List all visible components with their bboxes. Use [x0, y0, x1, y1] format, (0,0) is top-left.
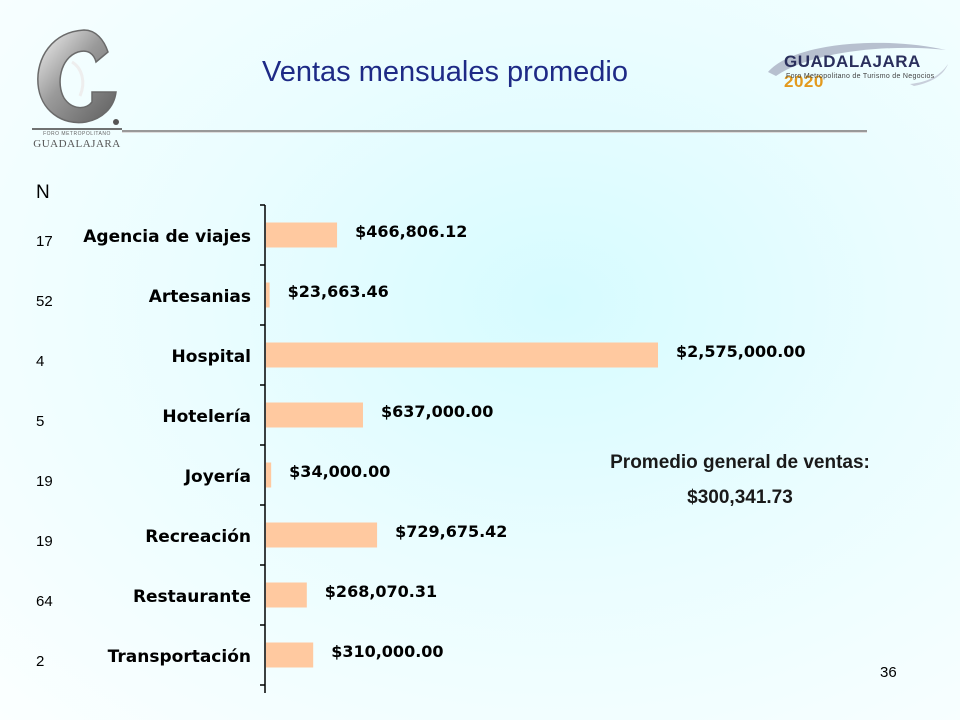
n-value: 2: [36, 653, 45, 670]
bar: [266, 582, 307, 608]
n-value: 5: [36, 413, 45, 430]
value-label: $310,000.00: [331, 642, 443, 661]
category-label: Recreación: [145, 527, 251, 547]
category-label: Hotelería: [162, 407, 251, 427]
category-label: Hospital: [172, 347, 251, 367]
category-label: Transportación: [108, 647, 251, 667]
average-value: $300,341.73: [687, 487, 793, 508]
bar: [266, 342, 658, 368]
page-number: 36: [880, 664, 897, 681]
bar: [266, 222, 338, 248]
category-label: Joyería: [184, 467, 251, 487]
value-label: $23,663.46: [288, 282, 389, 301]
logo-right-subtitle: Foro Metropolitano de Turismo de Negocio…: [786, 73, 935, 80]
bar: [266, 402, 363, 428]
n-value: 4: [36, 353, 45, 370]
logo-left-text: GUADALAJARA: [33, 138, 121, 150]
title-divider: [122, 130, 867, 132]
value-label: $637,000.00: [381, 402, 493, 421]
guadalajara-2020-logo: GUADALAJARA 2020 Foro Metropolitano de T…: [764, 36, 950, 96]
n-value: 64: [36, 593, 53, 610]
slide-title: Ventas mensuales promedio: [262, 56, 628, 88]
value-label: $268,070.31: [325, 582, 437, 601]
bar: [266, 642, 314, 668]
average-label: Promedio general de ventas:: [610, 452, 870, 473]
category-label: Agencia de viajes: [83, 227, 251, 247]
n-value: 19: [36, 473, 53, 490]
logo-left-small-text: FORO METROPOLITANO: [43, 131, 111, 137]
swoosh-icon: [768, 42, 948, 86]
g-emblem-icon: [32, 29, 122, 130]
value-label: $729,675.42: [395, 522, 507, 541]
value-label: $2,575,000.00: [676, 342, 806, 361]
logo-right-text: GUADALAJARA 2020: [784, 52, 944, 92]
n-value: 19: [36, 533, 53, 550]
category-label: Artesanias: [149, 287, 251, 307]
logo-right-name: GUADALAJARA: [784, 52, 921, 71]
bar: [266, 282, 270, 308]
value-label: $466,806.12: [355, 222, 467, 241]
guadalajara-logo: FORO METROPOLITANO GUADALAJARA: [22, 22, 132, 162]
n-column-header: N: [36, 182, 50, 203]
bar: [266, 522, 378, 548]
bar: [266, 462, 272, 488]
value-label: $34,000.00: [289, 462, 390, 481]
n-value: 17: [36, 233, 53, 250]
n-value: 52: [36, 293, 53, 310]
logo-right-year: 2020: [784, 72, 824, 91]
category-label: Restaurante: [133, 587, 251, 607]
